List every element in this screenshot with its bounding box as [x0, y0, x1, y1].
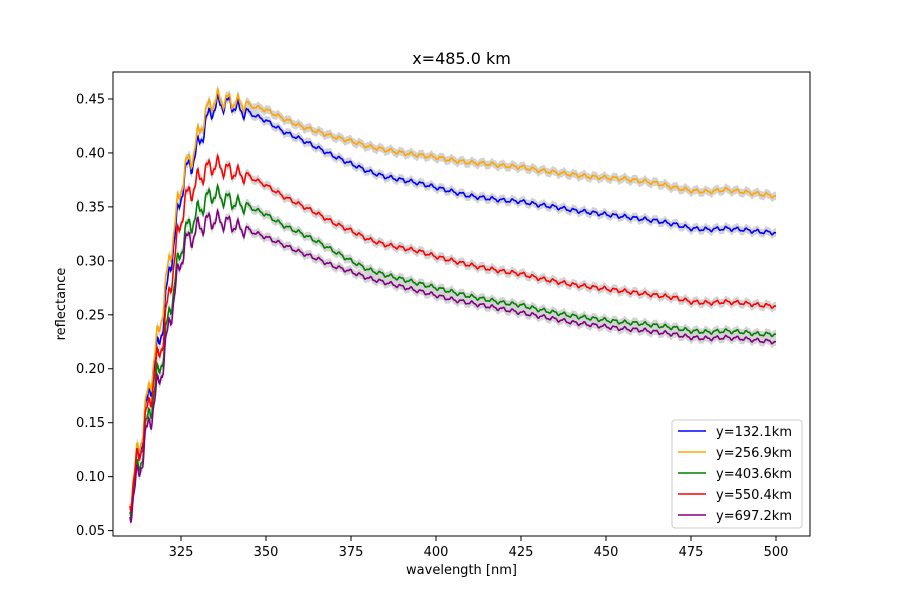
plot-frame — [112, 71, 811, 537]
series-lines — [129, 87, 777, 523]
legend-label: y=697.2km — [716, 509, 792, 524]
y-tick-label: 0.40 — [76, 146, 105, 161]
legend-box — [671, 419, 803, 529]
y-axis-label: reflectance — [54, 268, 69, 341]
y-tick-label: 0.05 — [76, 524, 105, 539]
legend-label: y=403.6km — [716, 467, 792, 482]
x-tick-label: 450 — [594, 545, 619, 560]
legend-label: y=132.1km — [716, 425, 792, 440]
x-tick-label: 375 — [339, 545, 364, 560]
legend: y=132.1km y=256.9km y=403.6km y=550.4km y=69… — [671, 419, 803, 529]
x-tick-label: 350 — [254, 545, 279, 560]
chart-title: x=485.0 km — [412, 49, 511, 68]
legend-label: y=256.9km — [716, 446, 792, 461]
x-axis: 325 350 375 400 425 450 475 500 — [169, 536, 789, 560]
x-tick-label: 425 — [509, 545, 534, 560]
x-tick-label: 500 — [764, 545, 789, 560]
y-tick-label: 0.15 — [76, 416, 105, 431]
y-tick-label: 0.20 — [76, 362, 105, 377]
y-tick-label: 0.10 — [76, 470, 105, 485]
x-tick-label: 400 — [424, 545, 449, 560]
series-line — [129, 182, 777, 518]
y-tick-label: 0.25 — [76, 308, 105, 323]
legend-label: y=550.4km — [716, 488, 792, 503]
y-tick-label: 0.35 — [76, 200, 105, 215]
uncertainty-band — [130, 206, 776, 527]
x-axis-label: wavelength [nm] — [406, 563, 517, 578]
y-tick-label: 0.30 — [76, 254, 105, 269]
series-line — [129, 153, 777, 512]
x-tick-label: 325 — [169, 545, 194, 560]
x-tick-label: 475 — [679, 545, 704, 560]
series-line — [129, 87, 777, 509]
series-line — [129, 93, 777, 512]
y-tick-label: 0.45 — [76, 92, 105, 107]
y-axis: 0.05 0.10 0.15 0.20 0.25 0.30 0.35 0.40 0.45 — [76, 92, 113, 539]
series-line — [129, 208, 777, 523]
